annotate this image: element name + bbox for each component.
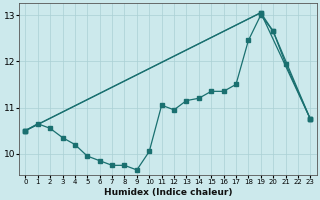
X-axis label: Humidex (Indice chaleur): Humidex (Indice chaleur) <box>104 188 232 197</box>
